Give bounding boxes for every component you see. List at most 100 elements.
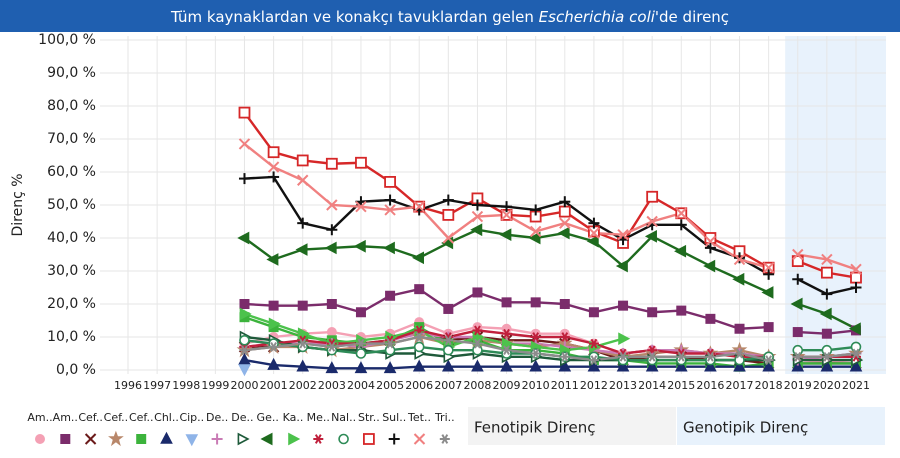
y-tick-label: 30,0 %: [47, 263, 96, 279]
marker-shape: [674, 359, 688, 372]
marker: [442, 232, 455, 244]
marker-shape: [558, 205, 571, 218]
marker-shape: [734, 354, 745, 366]
marker: [441, 359, 455, 372]
marker-shape: [35, 434, 45, 444]
marker-shape: [588, 227, 600, 239]
marker: [35, 434, 45, 444]
marker: [355, 156, 367, 169]
marker: [185, 434, 199, 447]
marker: [382, 241, 395, 255]
x-tick-label: 2016: [696, 379, 724, 392]
markers: [236, 106, 864, 377]
marker: [362, 433, 375, 445]
x-tick-label: 1999: [201, 379, 229, 392]
marker-shape: [648, 351, 656, 362]
marker: [676, 351, 687, 362]
marker: [238, 106, 251, 119]
marker-shape: [675, 207, 687, 219]
marker-shape: [471, 210, 484, 223]
marker: [558, 205, 571, 218]
marker: [326, 199, 338, 211]
marker: [211, 433, 223, 445]
marker-shape: [324, 241, 337, 255]
panel-legend-box: [677, 407, 885, 445]
marker: [559, 196, 571, 208]
marker: [763, 322, 774, 333]
marker-shape: [647, 307, 658, 318]
marker: [588, 227, 600, 239]
marker: [644, 230, 657, 243]
marker-shape: [413, 341, 425, 353]
marker-shape: [703, 259, 716, 273]
marker: [762, 261, 775, 274]
marker: [239, 345, 250, 356]
marker-shape: [823, 351, 831, 362]
marker-shape: [528, 231, 541, 245]
marker-shape: [472, 344, 483, 356]
marker-shape: [355, 200, 367, 213]
marker-shape: [297, 174, 309, 186]
marker: [821, 344, 833, 356]
marker-shape: [238, 106, 251, 119]
marker: [792, 248, 804, 261]
marker: [674, 359, 688, 372]
marker: [297, 300, 308, 311]
marker-shape: [296, 359, 310, 372]
marker-shape: [412, 359, 426, 372]
marker: [821, 351, 832, 362]
marker: [413, 433, 426, 445]
marker-shape: [529, 225, 542, 238]
x-tick-label: 2006: [405, 379, 433, 392]
marker-shape: [557, 226, 570, 240]
marker-shape: [338, 433, 349, 445]
marker: [288, 432, 301, 446]
marker-shape: [704, 359, 717, 372]
marker: [295, 243, 308, 256]
marker-shape: [501, 297, 512, 308]
marker-shape: [442, 208, 455, 221]
marker: [471, 359, 484, 372]
marker-shape: [821, 344, 833, 356]
marker-shape: [558, 359, 572, 372]
legend-label: Str..: [358, 411, 380, 424]
marker: [588, 307, 599, 318]
marker: [528, 231, 541, 245]
marker-shape: [441, 359, 455, 372]
y-tick-label: 100,0 %: [38, 32, 96, 48]
marker-shape: [385, 290, 396, 301]
marker: [239, 299, 250, 309]
marker-shape: [354, 361, 368, 374]
marker: [763, 355, 774, 365]
marker-shape: [792, 327, 803, 338]
marker: [530, 332, 541, 342]
marker: [325, 157, 338, 170]
marker-shape: [384, 175, 396, 188]
marker: [355, 338, 366, 349]
marker: [108, 430, 124, 447]
marker-shape: [270, 342, 277, 352]
legend-label: Cef..: [104, 411, 129, 424]
marker-shape: [674, 244, 687, 258]
marker-shape: [677, 351, 685, 362]
marker: [501, 297, 512, 308]
marker: [239, 334, 250, 346]
marker: [792, 273, 804, 285]
y-tick-label: 70,0 %: [47, 131, 96, 147]
marker: [443, 303, 454, 314]
marker: [268, 171, 280, 183]
marker-shape: [559, 217, 571, 229]
marker-shape: [442, 232, 455, 244]
marker: [705, 313, 716, 324]
marker: [791, 255, 804, 268]
marker: [529, 225, 542, 238]
marker: [646, 215, 658, 228]
x-tick-label: 2007: [434, 379, 462, 392]
y-tick-label: 10,0 %: [47, 329, 96, 345]
marker-shape: [238, 138, 251, 150]
marker: [587, 359, 601, 372]
marker: [413, 200, 425, 213]
marker-shape: [561, 332, 569, 342]
marker-shape: [160, 431, 173, 444]
